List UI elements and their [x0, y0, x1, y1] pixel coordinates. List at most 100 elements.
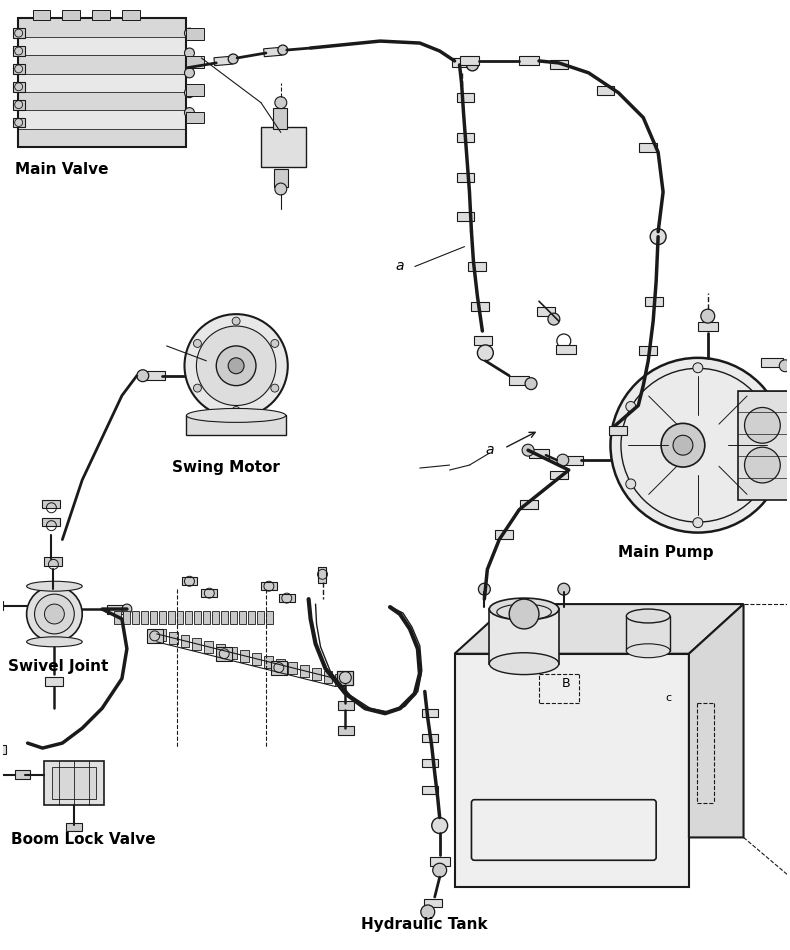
Circle shape	[194, 384, 201, 392]
Bar	[214, 56, 232, 66]
Bar	[556, 345, 576, 353]
Bar	[186, 84, 205, 96]
Bar	[230, 611, 237, 624]
Bar	[337, 671, 353, 685]
Circle shape	[693, 363, 703, 372]
Circle shape	[760, 479, 770, 489]
Bar	[46, 677, 63, 686]
Circle shape	[510, 599, 539, 629]
Bar	[279, 594, 295, 602]
Bar	[423, 899, 442, 907]
Bar	[186, 111, 205, 124]
Circle shape	[558, 583, 570, 595]
Bar	[147, 629, 163, 643]
Circle shape	[35, 594, 74, 634]
Text: c: c	[665, 694, 672, 703]
Text: a: a	[396, 259, 404, 274]
Bar	[338, 726, 354, 735]
Bar	[273, 107, 287, 129]
Ellipse shape	[626, 609, 670, 623]
Bar	[186, 415, 286, 435]
Bar	[639, 347, 657, 355]
Text: Swing Motor: Swing Motor	[171, 460, 280, 475]
Bar	[550, 470, 568, 480]
Bar	[239, 611, 246, 624]
Bar	[550, 61, 568, 69]
Bar	[15, 770, 29, 779]
Circle shape	[232, 317, 240, 325]
Bar	[266, 611, 273, 624]
Bar	[141, 611, 148, 624]
Text: Boom Lock Valve: Boom Lock Valve	[11, 832, 156, 847]
Circle shape	[27, 586, 82, 642]
Bar	[311, 668, 321, 679]
Bar	[422, 759, 438, 767]
Bar	[264, 656, 273, 668]
Bar	[221, 611, 228, 624]
Bar	[430, 857, 450, 865]
Bar	[62, 10, 81, 20]
Bar	[17, 18, 186, 37]
Bar	[472, 302, 489, 311]
Bar	[114, 611, 121, 624]
Circle shape	[760, 402, 770, 411]
Bar	[150, 611, 156, 624]
Circle shape	[548, 314, 560, 325]
Bar	[475, 336, 492, 346]
Text: Swivel Joint: Swivel Joint	[8, 658, 108, 674]
Text: Hydraulic Tank: Hydraulic Tank	[362, 917, 488, 932]
Circle shape	[271, 339, 279, 348]
Bar	[186, 611, 193, 624]
Circle shape	[744, 408, 781, 444]
Bar	[216, 647, 232, 660]
Bar	[156, 629, 166, 641]
Bar	[454, 654, 689, 887]
Bar	[216, 644, 225, 655]
Bar	[562, 456, 583, 465]
Bar	[276, 658, 284, 671]
Bar	[17, 55, 186, 73]
Bar	[132, 611, 139, 624]
Bar	[167, 611, 175, 624]
Bar	[510, 376, 529, 385]
Text: Main Valve: Main Valve	[15, 162, 108, 178]
Bar	[596, 86, 615, 95]
Circle shape	[744, 447, 781, 483]
Bar	[145, 371, 164, 380]
Polygon shape	[689, 604, 743, 838]
Bar	[248, 611, 255, 624]
Circle shape	[525, 378, 537, 390]
Circle shape	[661, 424, 705, 467]
Circle shape	[421, 905, 435, 919]
Bar	[738, 390, 790, 500]
Ellipse shape	[186, 408, 286, 423]
Circle shape	[673, 435, 693, 455]
Circle shape	[185, 107, 194, 118]
Circle shape	[0, 770, 2, 780]
Ellipse shape	[489, 598, 559, 620]
Bar	[44, 761, 104, 805]
Circle shape	[216, 346, 256, 386]
Circle shape	[44, 604, 64, 624]
Bar	[205, 641, 213, 653]
Bar	[422, 710, 438, 717]
Bar	[13, 100, 24, 109]
Bar	[457, 173, 475, 181]
Bar	[182, 578, 198, 585]
Circle shape	[466, 59, 479, 71]
Bar	[457, 133, 475, 142]
Bar	[626, 616, 670, 651]
Bar	[193, 637, 201, 650]
Circle shape	[477, 345, 493, 361]
Bar	[288, 662, 297, 674]
Circle shape	[275, 97, 287, 108]
Bar	[13, 46, 24, 56]
Bar	[457, 213, 475, 221]
Circle shape	[701, 309, 715, 323]
Bar	[271, 660, 287, 674]
Circle shape	[278, 45, 288, 55]
Bar	[299, 665, 309, 676]
Bar	[252, 653, 261, 665]
Bar	[32, 10, 51, 20]
Bar	[318, 567, 326, 583]
